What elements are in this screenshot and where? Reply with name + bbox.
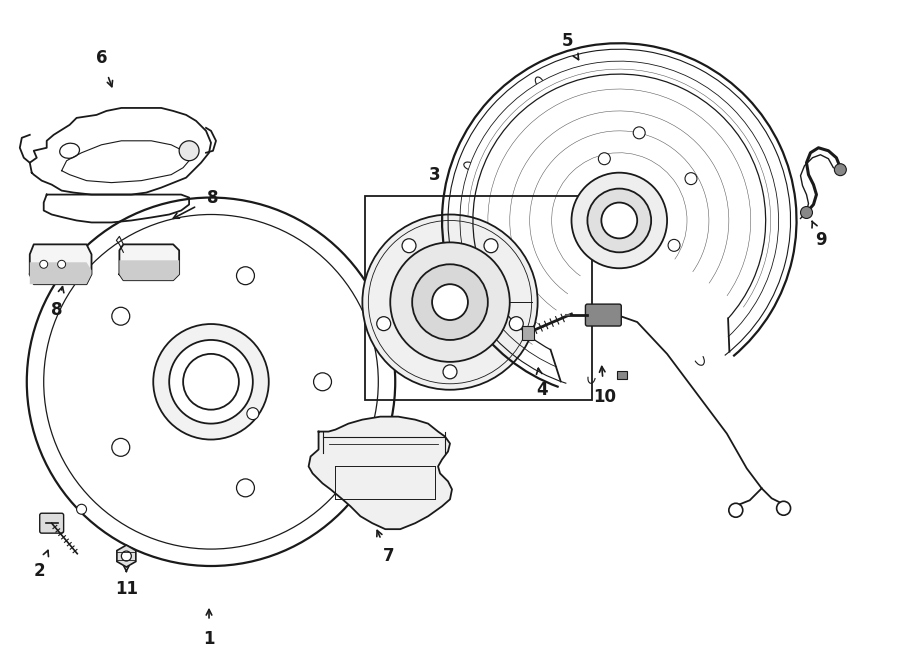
Text: 1: 1: [203, 630, 215, 647]
Circle shape: [153, 324, 269, 440]
Circle shape: [509, 316, 523, 330]
Text: 4: 4: [536, 381, 547, 399]
Text: 8: 8: [207, 189, 219, 207]
Circle shape: [363, 214, 537, 390]
Circle shape: [484, 239, 498, 253]
Bar: [365, 195, 592, 400]
Polygon shape: [117, 545, 136, 567]
Circle shape: [112, 307, 130, 325]
Circle shape: [179, 141, 199, 161]
Circle shape: [391, 242, 509, 362]
Text: 3: 3: [429, 166, 441, 183]
Polygon shape: [120, 260, 179, 280]
Text: 11: 11: [115, 580, 138, 598]
Circle shape: [601, 203, 637, 238]
Text: 9: 9: [814, 232, 826, 250]
Circle shape: [598, 153, 610, 165]
Circle shape: [668, 240, 680, 252]
Circle shape: [834, 164, 846, 175]
Circle shape: [76, 504, 86, 514]
Circle shape: [588, 189, 652, 252]
Circle shape: [112, 438, 130, 456]
Circle shape: [247, 408, 259, 420]
Polygon shape: [30, 244, 92, 284]
Circle shape: [169, 340, 253, 424]
Circle shape: [377, 316, 391, 330]
Circle shape: [432, 284, 468, 320]
FancyBboxPatch shape: [585, 304, 621, 326]
Circle shape: [443, 365, 457, 379]
Polygon shape: [30, 262, 92, 284]
Circle shape: [40, 260, 48, 268]
Text: 6: 6: [95, 49, 107, 67]
Circle shape: [237, 267, 255, 285]
Circle shape: [572, 173, 667, 268]
Circle shape: [122, 551, 131, 561]
Circle shape: [313, 373, 331, 391]
Circle shape: [634, 127, 645, 139]
Circle shape: [237, 479, 255, 496]
Text: 5: 5: [562, 32, 573, 50]
Circle shape: [800, 207, 813, 218]
Circle shape: [183, 354, 238, 410]
Bar: [522, 326, 534, 340]
Circle shape: [685, 173, 697, 185]
Circle shape: [402, 239, 416, 253]
Polygon shape: [309, 416, 452, 529]
Text: 7: 7: [382, 547, 394, 565]
Text: 10: 10: [593, 388, 616, 406]
Bar: [617, 371, 627, 379]
Circle shape: [412, 264, 488, 340]
Circle shape: [58, 260, 66, 268]
Polygon shape: [120, 244, 179, 280]
Text: 2: 2: [34, 562, 46, 580]
Text: 8: 8: [51, 301, 62, 319]
FancyBboxPatch shape: [40, 513, 64, 533]
